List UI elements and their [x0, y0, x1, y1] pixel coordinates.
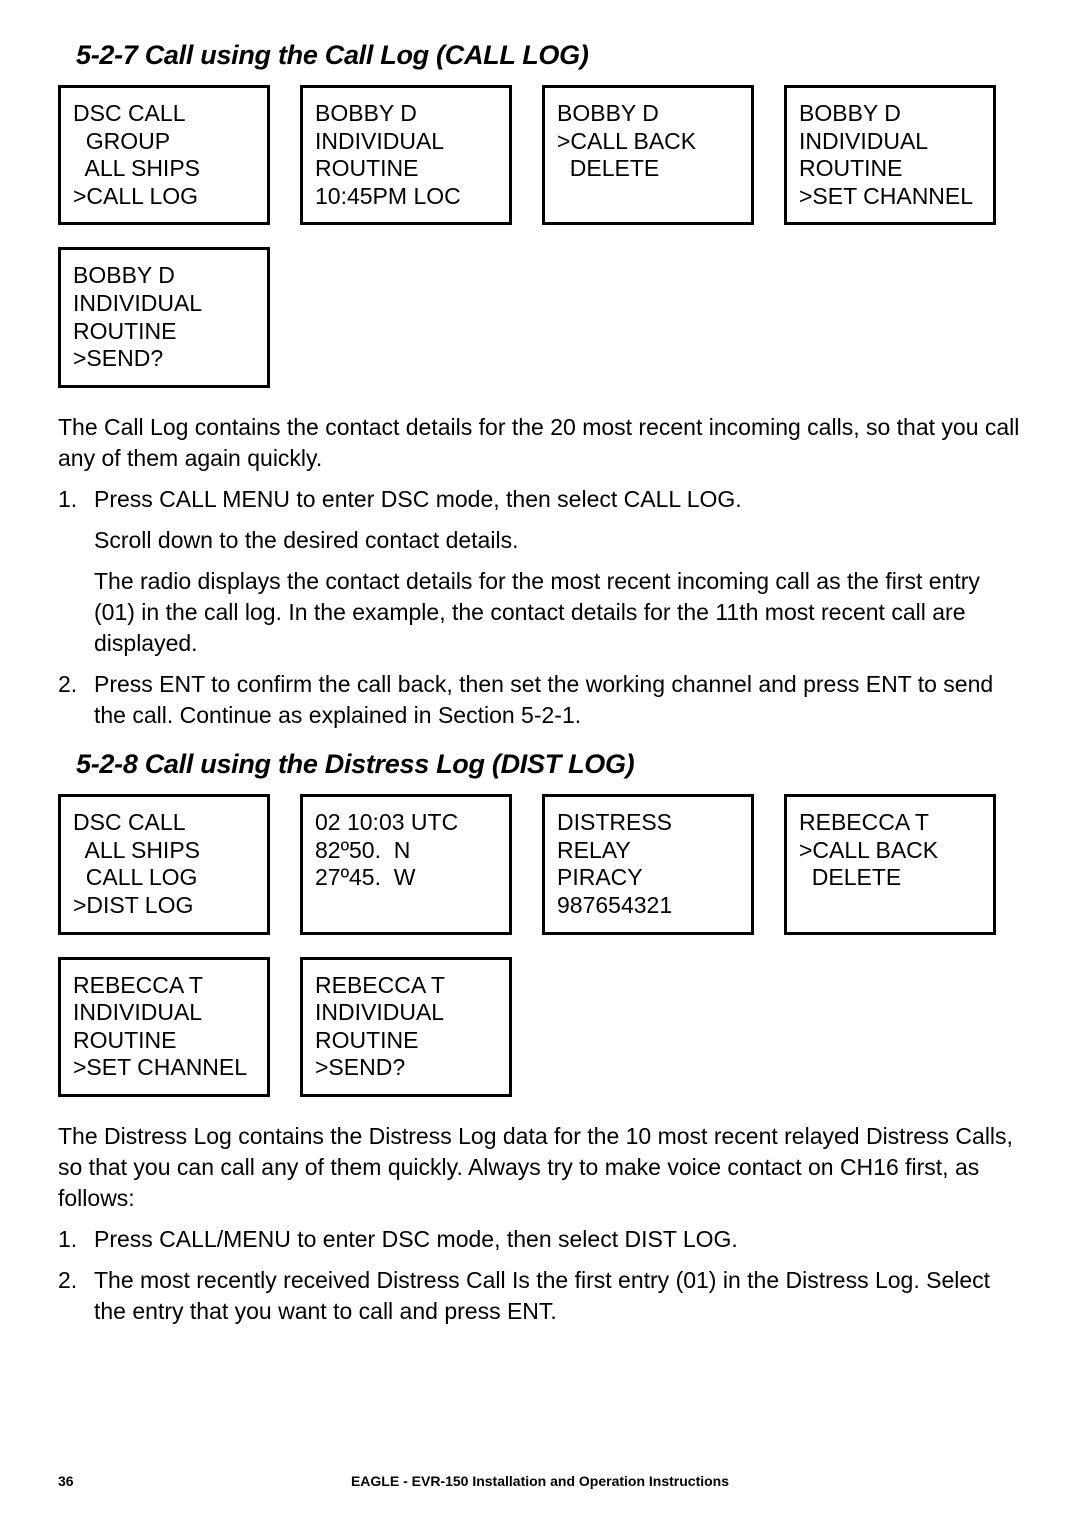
screen-box: BOBBY D >CALL BACK DELETE: [542, 85, 754, 225]
screen-box: 02 10:03 UTC 82º50. N 27º45. W: [300, 794, 512, 934]
screen-line: CALL LOG: [73, 864, 255, 892]
screen-line: DSC CALL: [73, 100, 255, 128]
screen-line: ALL SHIPS: [73, 155, 255, 183]
screen-box: REBECCA T >CALL BACK DELETE: [784, 794, 996, 934]
section-528-steps: Press CALL/MENU to enter DSC mode, then …: [58, 1224, 1022, 1327]
step-para: Press CALL/MENU to enter DSC mode, then …: [94, 1224, 1022, 1255]
page-footer: 36 EAGLE - EVR-150 Installation and Oper…: [58, 1473, 1022, 1489]
step-para: Press ENT to confirm the call back, then…: [94, 669, 1022, 731]
screen-line: 987654321: [557, 892, 739, 920]
screen-line: >SEND?: [73, 345, 255, 373]
screen-line: RELAY: [557, 837, 739, 865]
screen-line: >CALL BACK: [557, 128, 739, 156]
screen-line: INDIVIDUAL: [315, 128, 497, 156]
screen-line: >DIST LOG: [73, 892, 255, 920]
step-item: Press CALL MENU to enter DSC mode, then …: [58, 484, 1022, 659]
step-para: The radio displays the contact details f…: [94, 566, 1022, 659]
screen-line: 02 10:03 UTC: [315, 809, 497, 837]
step-item: Press ENT to confirm the call back, then…: [58, 669, 1022, 731]
screen-line: PIRACY: [557, 864, 739, 892]
screen-line: REBECCA T: [73, 972, 255, 1000]
step-item: The most recently received Distress Call…: [58, 1265, 1022, 1327]
screen-line: >SET CHANNEL: [73, 1054, 255, 1082]
section-528: 5-2-8 Call using the Distress Log (DIST …: [58, 749, 1022, 1327]
screen-box: BOBBY D INDIVIDUAL ROUTINE >SET CHANNEL: [784, 85, 996, 225]
screen-line: ROUTINE: [73, 318, 255, 346]
screen-line: >SEND?: [315, 1054, 497, 1082]
screen-line: >CALL BACK: [799, 837, 981, 865]
screen-line: INDIVIDUAL: [315, 999, 497, 1027]
screen-line: DELETE: [799, 864, 981, 892]
screen-line: ROUTINE: [315, 155, 497, 183]
step-para: The most recently received Distress Call…: [94, 1265, 1022, 1327]
screen-line: >SET CHANNEL: [799, 183, 981, 211]
page-number: 36: [58, 1473, 74, 1489]
section-527-title: 5-2-7 Call using the Call Log (CALL LOG): [76, 40, 1022, 71]
screen-line: ROUTINE: [315, 1027, 497, 1055]
screen-line: BOBBY D: [557, 100, 739, 128]
screen-box: REBECCA T INDIVIDUAL ROUTINE >SET CHANNE…: [58, 957, 270, 1097]
section-528-intro: The Distress Log contains the Distress L…: [58, 1121, 1022, 1214]
screen-line: BOBBY D: [73, 262, 255, 290]
section-528-title: 5-2-8 Call using the Distress Log (DIST …: [76, 749, 1022, 780]
step-para: Press CALL MENU to enter DSC mode, then …: [94, 484, 1022, 515]
screen-box: DISTRESS RELAY PIRACY 987654321: [542, 794, 754, 934]
section-528-screens: DSC CALL ALL SHIPS CALL LOG >DIST LOG 02…: [58, 794, 1022, 1097]
screen-line: INDIVIDUAL: [73, 290, 255, 318]
section-527-intro: The Call Log contains the contact detail…: [58, 412, 1022, 474]
screen-line: >CALL LOG: [73, 183, 255, 211]
step-item: Press CALL/MENU to enter DSC mode, then …: [58, 1224, 1022, 1255]
screen-line: 27º45. W: [315, 864, 497, 892]
screen-line: INDIVIDUAL: [799, 128, 981, 156]
screen-line: DELETE: [557, 155, 739, 183]
screen-box: BOBBY D INDIVIDUAL ROUTINE 10:45PM LOC: [300, 85, 512, 225]
section-527: 5-2-7 Call using the Call Log (CALL LOG)…: [58, 40, 1022, 731]
step-para: Scroll down to the desired contact detai…: [94, 525, 1022, 556]
screen-line: INDIVIDUAL: [73, 999, 255, 1027]
screen-line: GROUP: [73, 128, 255, 156]
screen-line: ROUTINE: [73, 1027, 255, 1055]
screen-line: REBECCA T: [315, 972, 497, 1000]
screen-line: 82º50. N: [315, 837, 497, 865]
screen-line: ROUTINE: [799, 155, 981, 183]
section-527-screens: DSC CALL GROUP ALL SHIPS >CALL LOG BOBBY…: [58, 85, 1022, 388]
screen-line: DISTRESS: [557, 809, 739, 837]
screen-line: REBECCA T: [799, 809, 981, 837]
screen-box: REBECCA T INDIVIDUAL ROUTINE >SEND?: [300, 957, 512, 1097]
screen-line: ALL SHIPS: [73, 837, 255, 865]
footer-text: EAGLE - EVR-150 Installation and Operati…: [351, 1473, 729, 1489]
section-527-steps: Press CALL MENU to enter DSC mode, then …: [58, 484, 1022, 731]
screen-box: DSC CALL GROUP ALL SHIPS >CALL LOG: [58, 85, 270, 225]
screen-line: DSC CALL: [73, 809, 255, 837]
screen-line: BOBBY D: [315, 100, 497, 128]
screen-line: BOBBY D: [799, 100, 981, 128]
screen-box: DSC CALL ALL SHIPS CALL LOG >DIST LOG: [58, 794, 270, 934]
screen-box: BOBBY D INDIVIDUAL ROUTINE >SEND?: [58, 247, 270, 387]
screen-line: 10:45PM LOC: [315, 183, 497, 211]
